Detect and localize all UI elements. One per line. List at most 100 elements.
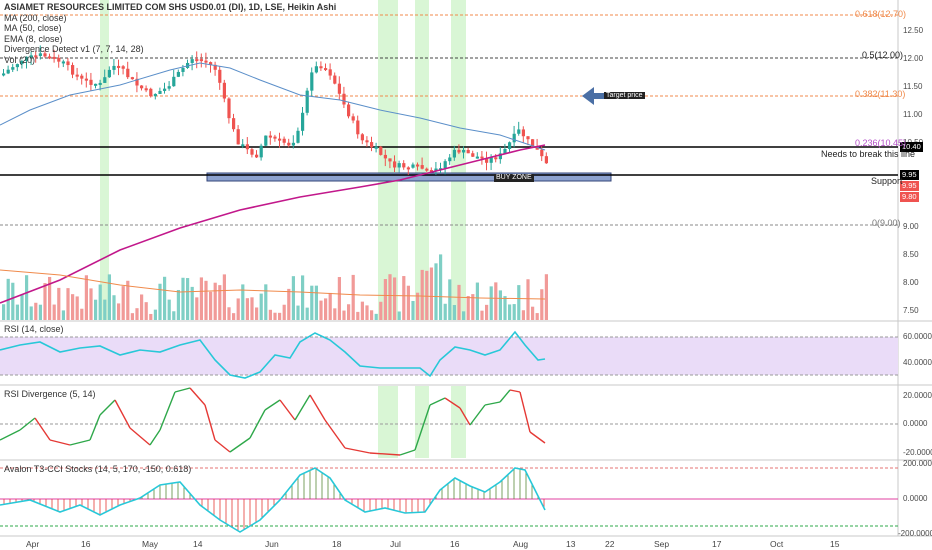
candle-body: [489, 157, 493, 163]
rsi-divergence-segment: [309, 394, 326, 421]
rsi-divergence-segment: [414, 404, 431, 451]
rsi-divergence-segment: [174, 387, 191, 393]
volume-bar: [135, 308, 139, 320]
candle-body: [494, 157, 498, 160]
rsi-divergence-segment: [69, 439, 91, 446]
candle-body: [89, 79, 93, 85]
legend-ma200[interactable]: MA (200, close): [4, 12, 67, 23]
volume-bar: [535, 313, 539, 320]
rsi-divergence-segment: [469, 404, 486, 426]
candle-body: [20, 60, 24, 65]
volume-bar: [29, 306, 33, 320]
rsi-divergence-segment: [114, 399, 131, 429]
volume-bar: [186, 278, 190, 320]
candle-body: [406, 167, 410, 170]
rsi-divergence-segment: [159, 391, 176, 431]
rsi-divergence-segment: [529, 431, 546, 444]
volume-bar: [11, 282, 15, 320]
legend-ma50[interactable]: MA (50, close): [4, 23, 62, 34]
volume-bar: [365, 305, 369, 320]
rsi-divergence-segment: [294, 394, 311, 421]
candle-body: [425, 168, 429, 171]
volume-bar: [167, 299, 171, 320]
volume-bar: [420, 269, 424, 320]
volume-bar: [144, 302, 148, 320]
volume-bar: [75, 296, 79, 320]
volume-bar: [291, 276, 295, 320]
time-label: 16: [81, 539, 91, 549]
candle-body: [485, 158, 489, 163]
candle-body: [314, 66, 318, 73]
avalon-line: [0, 467, 546, 533]
volume-bar: [351, 274, 355, 320]
rsi-divergence-segment: [204, 404, 216, 441]
volume-bar: [512, 304, 516, 320]
candle-body: [370, 142, 374, 148]
rsi-divergence-segment: [264, 399, 281, 411]
candle-body: [57, 57, 61, 62]
price-label: 11.00: [903, 110, 923, 119]
volume-bar: [80, 308, 84, 320]
symbol-title: ASIAMET RESOURCES LIMITED COM SHS USD0.0…: [4, 2, 337, 12]
candle-body: [241, 144, 245, 147]
candle-body: [126, 68, 130, 78]
volume-bar: [379, 301, 383, 320]
price-label: 8.00: [903, 278, 919, 287]
volume-bar: [480, 310, 484, 320]
volume-bar: [218, 285, 222, 320]
time-label: Oct: [770, 539, 784, 549]
volume-bar: [61, 310, 65, 320]
volume-bar: [57, 287, 61, 320]
candle-body: [245, 144, 249, 150]
volume-bar: [222, 274, 226, 320]
candle-body: [71, 65, 75, 75]
volume-bar: [236, 298, 240, 320]
volume-bar: [429, 267, 433, 320]
volume-bar: [48, 276, 52, 320]
volume-bar: [319, 300, 323, 320]
rsi-divergence-segment: [279, 399, 296, 421]
volume-bar: [452, 305, 456, 320]
rsidiv-axis-label: 0.0000: [903, 419, 928, 428]
rsi-divergence-segment: [399, 449, 416, 456]
volume-bar: [158, 283, 162, 320]
rsi-title: RSI (14, close): [4, 324, 64, 334]
candle-body: [328, 69, 332, 76]
volume-bar: [255, 307, 259, 320]
legend-ema[interactable]: EMA (8, close): [4, 33, 63, 44]
volume-bar: [84, 275, 88, 320]
candle-body: [264, 135, 268, 146]
candle-body: [34, 55, 38, 58]
candle-body: [324, 68, 328, 71]
volume-bar: [393, 277, 397, 320]
candle-body: [48, 56, 52, 59]
time-label: Aug: [513, 539, 529, 549]
volume-bar: [448, 279, 452, 320]
candle-body: [531, 139, 535, 147]
rsi-divergence-segment: [459, 407, 471, 426]
legend-divergence[interactable]: Divergence Detect v1 (7, 7, 14, 28): [4, 44, 144, 55]
candle-body: [443, 161, 447, 169]
time-label: Jun: [265, 539, 279, 549]
volume-bar: [282, 304, 286, 320]
volume-bar: [103, 299, 107, 320]
legend-vol[interactable]: Vol (20): [4, 54, 36, 65]
volume-bar: [107, 274, 111, 320]
candle-body: [25, 56, 29, 61]
price-label: 8.50: [903, 250, 919, 259]
fib-label-0618: 0.618(12.70): [855, 9, 907, 19]
fib-label-05: 0.5(12.00): [862, 50, 904, 60]
avalon-histogram: [3, 468, 545, 531]
price-label: 12.50: [903, 26, 924, 35]
candle-body: [333, 75, 337, 84]
candle-body: [222, 82, 226, 99]
volume-bar: [126, 280, 130, 320]
volume-bar: [328, 292, 332, 320]
candle-body: [310, 72, 314, 91]
candle-body: [379, 146, 383, 155]
rsi-band: [0, 337, 898, 375]
candle-body: [163, 88, 167, 91]
volume-bar: [66, 288, 70, 320]
volume-bar: [172, 311, 176, 320]
